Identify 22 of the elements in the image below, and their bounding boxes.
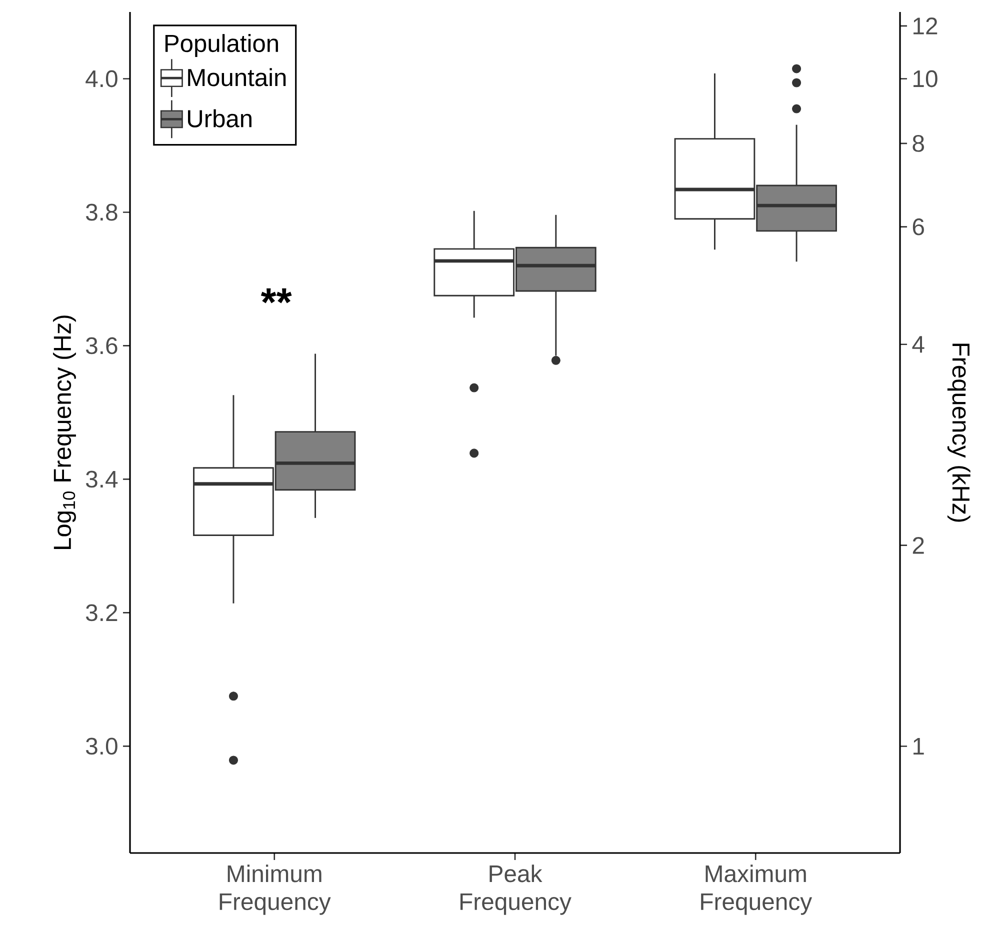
- y2-tick-label: 2: [912, 536, 924, 554]
- y-tick-label: 3.6: [86, 337, 118, 354]
- x-tick-label: Maximum Frequency: [701, 864, 812, 915]
- y-tick-label: 3.4: [86, 470, 118, 488]
- legend-label: Urban: [188, 109, 252, 128]
- y2-axis-title: Frequency (kHz): [947, 344, 970, 522]
- y-tick-label: 3.2: [86, 604, 118, 622]
- legend-label: Mountain: [188, 68, 286, 86]
- y2-tick-label: 4: [912, 336, 924, 353]
- y2-tick-label: 1: [914, 738, 924, 754]
- y-tick-label: 3.0: [86, 738, 118, 755]
- y2-tick-label: 8: [912, 134, 924, 152]
- y2-tick-label: 12: [914, 18, 938, 34]
- y-tick-label: 3.8: [86, 204, 118, 221]
- annotation: **: [260, 288, 292, 304]
- y-axis-title: Log$_{10}$ Frequency (Hz): [53, 316, 76, 549]
- legend-title: Population: [165, 34, 278, 57]
- y2-tick-label: 6: [912, 218, 924, 236]
- x-tick-label: Peak Frequency: [460, 864, 572, 915]
- x-tick-label: Minimum Frequency: [220, 864, 331, 915]
- y-tick-label: 4.0: [86, 70, 118, 88]
- y2-tick-label: 10: [914, 70, 938, 88]
